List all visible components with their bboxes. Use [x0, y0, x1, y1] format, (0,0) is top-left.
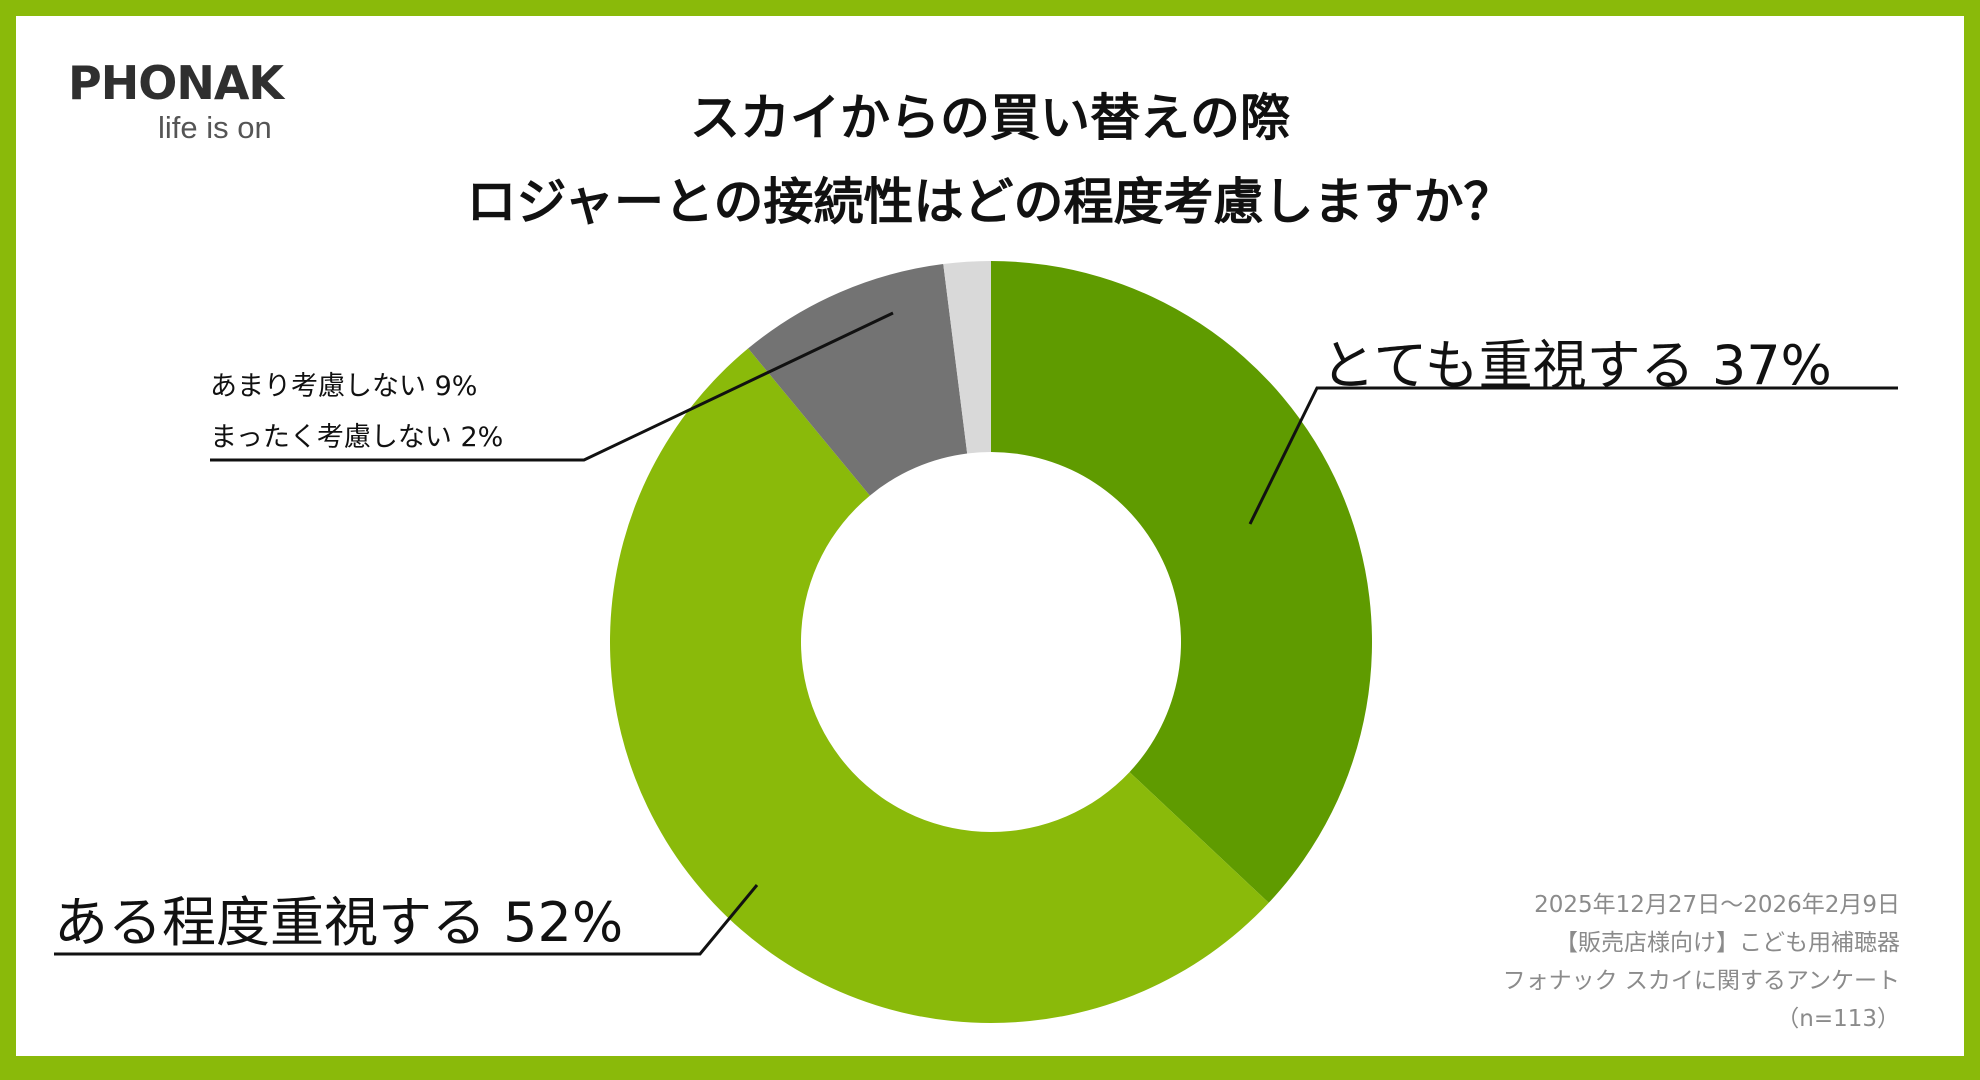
- slice-somewhat-important: [609, 348, 1269, 1024]
- donut-slices: [609, 261, 1373, 1024]
- slice-not-much: [748, 264, 968, 496]
- chart-title-line1: スカイからの買い替えの際: [690, 89, 1290, 147]
- label-somewhat-important: ある程度重視する 52%: [54, 891, 624, 954]
- logo-tagline: life is on: [158, 110, 272, 145]
- chart-canvas: PHONAK life is on スカイからの買い替えの際 ロジャーとの接続性…: [16, 16, 1964, 1056]
- footnote-sample: （n=113）: [1776, 1006, 1900, 1032]
- leader-line-not-considered: [210, 311, 894, 462]
- leader-lines: [54, 311, 1898, 956]
- footnote-survey: フォナック スカイに関するアンケート: [1502, 968, 1900, 994]
- chart-title: スカイからの買い替えの際 ロジャーとの接続性はどの程度考慮しますか？: [16, 76, 1964, 244]
- leader-line-somewhat-important: [54, 884, 759, 956]
- footnote-period: 2025年12月27日～2026年2月9日: [1534, 892, 1900, 918]
- slice-not-at-all: [943, 261, 991, 454]
- slice-very-important: [991, 261, 1373, 903]
- chart-title-line2: ロジャーとの接続性はどの程度考慮しますか？: [466, 173, 1514, 231]
- label-not-much: あまり考慮しない 9%: [210, 371, 478, 402]
- donut-chart: [54, 261, 1898, 1024]
- footnote-audience: 【販売店様向け】こども用補聴器: [1555, 930, 1900, 956]
- logo-wordmark: PHONAK: [68, 56, 284, 110]
- leader-line-very-important: [1248, 386, 1898, 525]
- label-very-important: とても重視する 37%: [1321, 334, 1832, 397]
- survey-footnote: 2025年12月27日～2026年2月9日 【販売店様向け】こども用補聴器 フォ…: [1503, 886, 1900, 1038]
- label-not-considered-group: あまり考慮しない 9% まったく考慮しない 2%: [210, 361, 503, 463]
- label-not-at-all: まったく考慮しない 2%: [210, 422, 504, 453]
- phonak-logo: PHONAK life is on: [54, 44, 294, 154]
